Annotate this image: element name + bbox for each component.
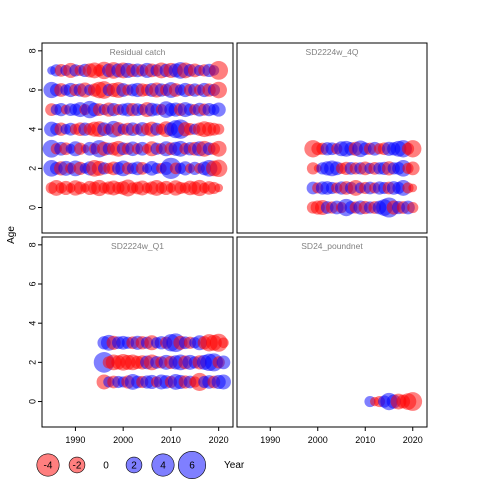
y-tick-label: 2: [27, 166, 37, 171]
residual-bubble: [216, 355, 231, 370]
residual-bubble: [210, 159, 228, 178]
legend-bubble: [151, 453, 175, 477]
residual-bubble: [407, 201, 419, 214]
legend-label: 0: [103, 461, 109, 472]
legend-bubble: [177, 450, 207, 480]
legend-bubble: [68, 456, 86, 474]
panels-layer: Residual catch SD2224w_4Q SD2224w_Q1 SD24_p…: [41, 42, 428, 428]
residual-bubble: [211, 102, 226, 117]
x-tick-label: 1990: [65, 435, 85, 445]
legend-label: 6: [189, 461, 195, 472]
panel-2: SD2224w_4Q: [236, 42, 428, 234]
legend: -4 -2 0 2 4 6: [36, 450, 207, 480]
panel-1: Residual catch: [41, 42, 234, 234]
axes-layer: 0 2 4 6 8 0 2 4 6 8 1990 2000 2010 2020 1990 2000 2010 20…: [27, 48, 422, 445]
panel-frame: [236, 236, 428, 428]
panel-title: SD2224w_Q1: [111, 241, 164, 251]
residual-bubble: [405, 161, 420, 176]
x-tick-label: 1990: [260, 435, 280, 445]
residual-bubble: [213, 123, 225, 135]
legend-bubble: [125, 456, 143, 474]
panel-title: Residual catch: [110, 47, 166, 57]
x-axis-title: Year: [224, 460, 245, 471]
y-tick-label: 0: [27, 205, 37, 210]
y-tick-label: 4: [27, 321, 37, 326]
panel-frame: [41, 42, 234, 234]
y-tick-label: 6: [27, 88, 37, 93]
legend-label: -2: [73, 461, 82, 472]
residual-bubble: [210, 140, 227, 157]
residual-bubble: [403, 392, 423, 411]
legend-label: -4: [44, 461, 53, 472]
x-tick-label: 2020: [403, 435, 423, 445]
residual-bubble: [210, 81, 227, 99]
y-tick-label: 4: [27, 127, 37, 132]
y-tick-label: 8: [27, 242, 37, 247]
y-tick-label: 8: [27, 48, 37, 53]
legend-label: 2: [131, 461, 137, 472]
y-axis-title: Age: [6, 226, 17, 244]
panel-title: SD2224w_4Q: [306, 47, 359, 57]
legend-bubble: [36, 453, 60, 477]
residual-bubble: [215, 374, 231, 390]
residual-bubble: [214, 183, 224, 193]
residual-bubble: [218, 337, 229, 349]
legend-label: 4: [160, 461, 166, 472]
panel-title: SD24_poundnet: [301, 241, 363, 251]
y-tick-label: 0: [27, 399, 37, 404]
panel-frame: [41, 236, 234, 428]
y-tick-label: 6: [27, 282, 37, 287]
x-tick-label: 2010: [355, 435, 375, 445]
residual-bubble: [408, 183, 418, 193]
x-tick-label: 2000: [113, 435, 133, 445]
panel-3: SD2224w_Q1: [41, 236, 234, 428]
x-tick-label: 2020: [209, 435, 229, 445]
x-tick-label: 2010: [161, 435, 181, 445]
residual-bubble: [209, 61, 229, 80]
x-tick-label: 2000: [308, 435, 328, 445]
y-tick-label: 2: [27, 360, 37, 365]
panel-frame: [236, 42, 428, 234]
panel-4: SD24_poundnet: [236, 236, 428, 428]
residual-bubble: [404, 140, 422, 158]
